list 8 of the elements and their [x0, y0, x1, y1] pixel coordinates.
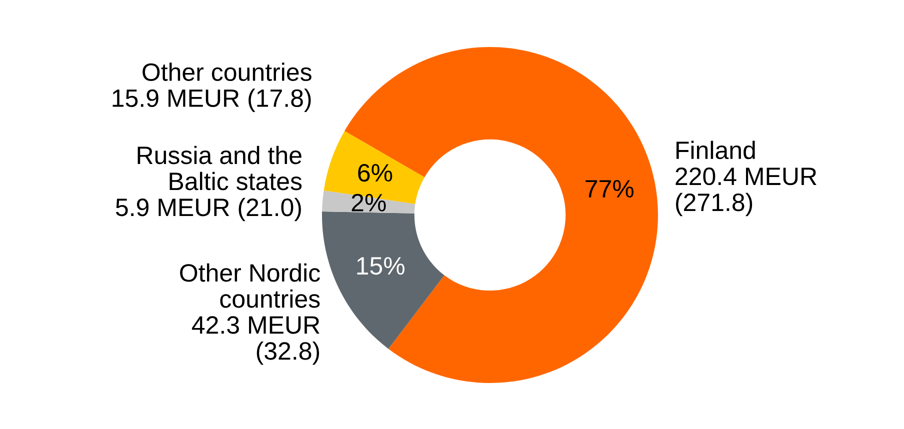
- data-label: 77%: [586, 180, 634, 198]
- slice-label: Russia and the Baltic states 5.9 MEUR (21.0): [116, 146, 302, 222]
- data-label: 2%: [352, 194, 386, 212]
- data-label: 6%: [358, 164, 392, 182]
- data-label: 15%: [357, 257, 404, 275]
- slice-label: Other Nordic countries 42.3 MEUR (32.8): [180, 263, 320, 365]
- slice-label: Other countries 15.9 MEUR (17.8): [112, 62, 312, 112]
- slice-label: Finland 220.4 MEUR (271.8): [676, 140, 816, 216]
